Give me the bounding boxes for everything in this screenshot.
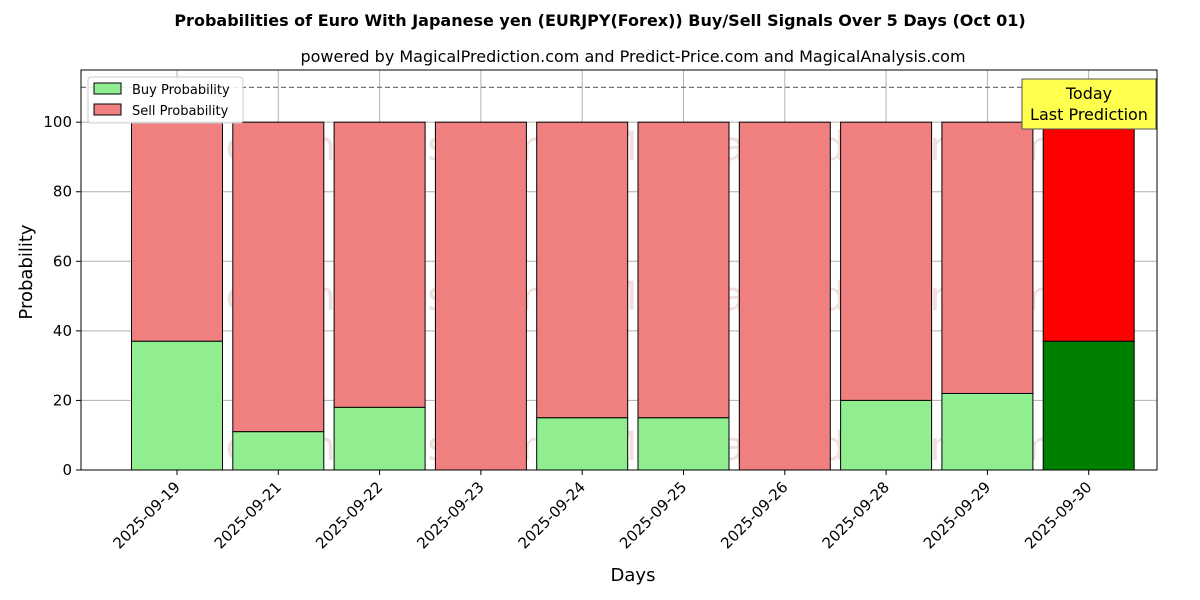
sell-bar [333, 121, 426, 408]
x-tick-label: 2025-09-23 [413, 478, 487, 552]
y-tick-label: 100 [43, 113, 72, 131]
buy-bar [1042, 340, 1135, 471]
legend-sell-swatch [93, 103, 122, 116]
y-tick-label: 40 [53, 322, 72, 340]
y-tick-label: 80 [53, 183, 72, 201]
sell-bar [232, 121, 325, 433]
legend-buy-swatch [93, 82, 122, 95]
sell-bar [131, 121, 223, 342]
buy-bar [840, 399, 933, 471]
sell-bar [434, 121, 527, 471]
buy-bar [536, 417, 629, 471]
buy-bar [131, 340, 223, 471]
sell-bar [1042, 121, 1135, 342]
today-annotation-box [1021, 78, 1157, 130]
y-tick-label: 60 [53, 252, 72, 270]
x-tick-label: 2025-09-19 [109, 478, 183, 552]
x-tick-label: 2025-09-26 [717, 478, 791, 552]
x-tick-label: 2025-09-21 [211, 478, 285, 552]
chart-subtitle: powered by MagicalPrediction.com and Pre… [300, 47, 965, 66]
buy-bar [333, 406, 426, 471]
sell-bar [536, 121, 629, 419]
buy-bar [232, 431, 325, 471]
legend-sell-label: Sell Probability [132, 104, 229, 119]
x-axis: 2025-09-19 2025-09-21 2025-09-22 2025-09-23… [109, 470, 1096, 552]
x-tick-label: 2025-09-28 [819, 478, 893, 552]
today-annotation: Today Last Prediction [1021, 78, 1157, 130]
x-tick-label: 2025-09-29 [920, 478, 994, 552]
y-tick-label: 0 [62, 461, 72, 479]
buy-bar [637, 417, 730, 471]
today-annotation-line1: Today [1065, 84, 1112, 103]
plot-frame [80, 69, 1158, 471]
y-axis: 0 20 40 60 80 100 [43, 113, 81, 479]
x-tick-label: 2025-09-24 [515, 478, 589, 552]
y-tick-label: 20 [53, 391, 72, 409]
x-tick-label: 2025-09-25 [616, 478, 690, 552]
today-annotation-line2: Last Prediction [1030, 105, 1148, 124]
x-tick-label: 2025-09-30 [1021, 478, 1095, 552]
sell-bar [637, 121, 730, 419]
legend-buy-label: Buy Probability [132, 83, 230, 98]
legend: Buy Probability Sell Probability [87, 76, 244, 124]
bars [131, 121, 1135, 471]
x-axis-label: Days [611, 565, 656, 586]
buy-bar [941, 392, 1034, 471]
x-tick-label: 2025-09-22 [312, 478, 386, 552]
chart-title: Probabilities of Euro With Japanese yen … [174, 11, 1025, 30]
sell-bar [738, 121, 831, 471]
y-axis-label: Probability [16, 224, 37, 319]
legend-box [87, 76, 244, 124]
sell-bar [840, 121, 933, 401]
sell-bar [941, 121, 1034, 394]
